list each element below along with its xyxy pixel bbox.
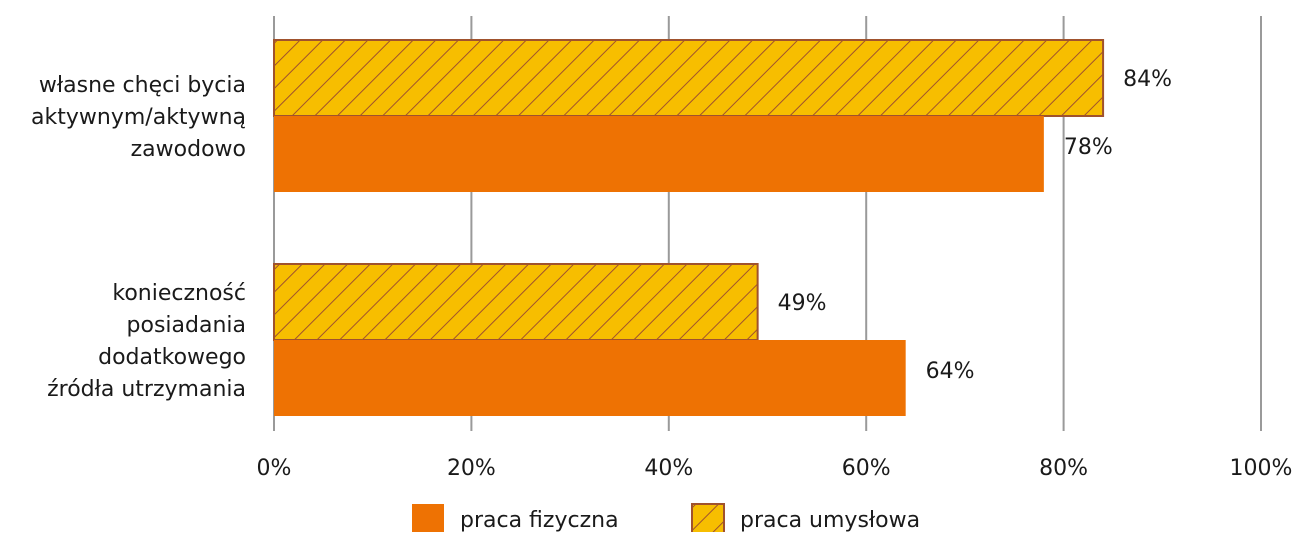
category-label: posiadania (127, 313, 246, 338)
category-label: zawodowo (131, 137, 246, 162)
bar-praca-fizyczna (274, 116, 1044, 192)
bar-praca-fizyczna (274, 340, 906, 416)
data-label: 64% (926, 359, 975, 384)
bar-praca-umyslowa (273, 263, 759, 341)
x-tick-label: 100% (1230, 456, 1293, 481)
legend-label: praca umysłowa (740, 508, 920, 532)
x-tick-label: 0% (257, 456, 292, 481)
legend-label: praca fizyczna (460, 508, 619, 532)
x-tick-label: 20% (447, 456, 496, 481)
category-label: dodatkowego (98, 345, 246, 370)
x-tick-label: 80% (1039, 456, 1088, 481)
category-label: źródła utrzymania (47, 377, 246, 402)
category-label: własne chęci bycia (39, 73, 246, 98)
data-label: 49% (778, 291, 827, 316)
category-label: konieczność (112, 281, 246, 306)
legend-swatch (412, 504, 444, 534)
data-label: 78% (1064, 135, 1113, 160)
category-label: aktywnym/aktywną (31, 105, 246, 130)
labels-group: 0% 20% 40% 60% 80% 100% 84% 78% 49% 64% własne chę… (31, 67, 1292, 481)
x-tick-label: 60% (842, 456, 891, 481)
legend-swatch (691, 503, 725, 535)
bar-praca-umyslowa (273, 39, 1105, 117)
bars-group (273, 39, 1105, 416)
x-tick-label: 40% (644, 456, 693, 481)
legend: praca fizyczna praca umysłowa (412, 503, 920, 535)
data-label: 84% (1123, 67, 1172, 92)
